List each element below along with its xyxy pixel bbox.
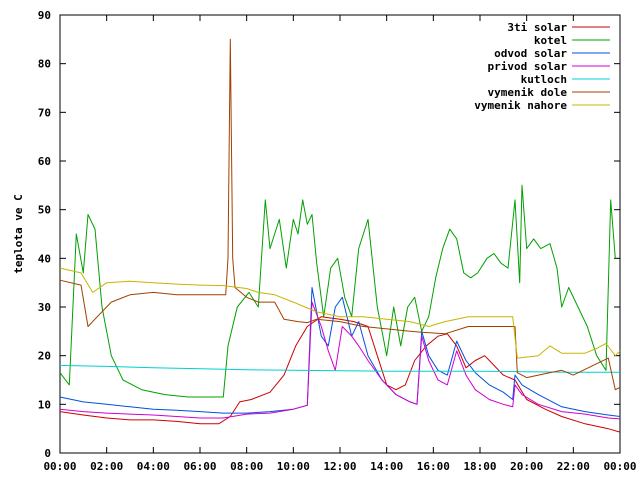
x-tick-label: 14:00 [370, 460, 403, 473]
x-tick-label: 16:00 [417, 460, 450, 473]
legend-label: privod solar [488, 60, 568, 73]
series-line-2 [59, 184, 616, 398]
x-tick-label: 18:00 [463, 460, 496, 473]
series-line-1 [59, 316, 621, 433]
y-tick-label: 60 [38, 155, 51, 168]
y-tick-label: 70 [38, 106, 51, 119]
series-lines [59, 38, 621, 433]
legend-label: vymenik nahore [474, 99, 567, 112]
y-tick-label: 30 [38, 301, 51, 314]
x-tick-label: 06:00 [183, 460, 216, 473]
legend-label: 3ti solar [507, 21, 567, 34]
series-line-7 [59, 267, 621, 359]
x-tick-label: 12:00 [323, 460, 356, 473]
x-tick-label: 02:00 [90, 460, 123, 473]
x-tick-label: 04:00 [137, 460, 170, 473]
x-axis: 00:00 02:00 04:00 06:00 08:00 10:00 12:00 14:00… [43, 15, 637, 473]
x-tick-label: 00:00 [43, 460, 76, 473]
legend-label: kotel [534, 34, 567, 47]
series-line-5 [59, 364, 620, 373]
legend-label: vymenik dole [488, 86, 568, 99]
y-tick-label: 50 [38, 204, 51, 217]
x-tick-label: 00:00 [603, 460, 636, 473]
y-tick-label: 80 [38, 58, 51, 71]
x-tick-label: 20:00 [510, 460, 543, 473]
legend-label: odvod solar [494, 47, 567, 60]
series-line-6 [59, 38, 621, 391]
y-tick-label: 40 [38, 252, 51, 265]
x-tick-label: 22:00 [557, 460, 590, 473]
x-tick-label: 08:00 [230, 460, 263, 473]
series-line-4 [59, 301, 621, 420]
y-tick-label: 20 [38, 350, 51, 363]
y-axis: 0 10 20 30 40 50 60 70 80 90 [38, 9, 620, 460]
y-tick-label: 0 [44, 447, 51, 460]
series-line-3 [59, 287, 621, 417]
legend-label: kutloch [521, 73, 567, 86]
x-tick-label: 10:00 [277, 460, 310, 473]
y-tick-label: 90 [38, 9, 51, 22]
y-axis-label: teplota ve C [12, 194, 25, 273]
y-tick-label: 10 [38, 398, 51, 411]
